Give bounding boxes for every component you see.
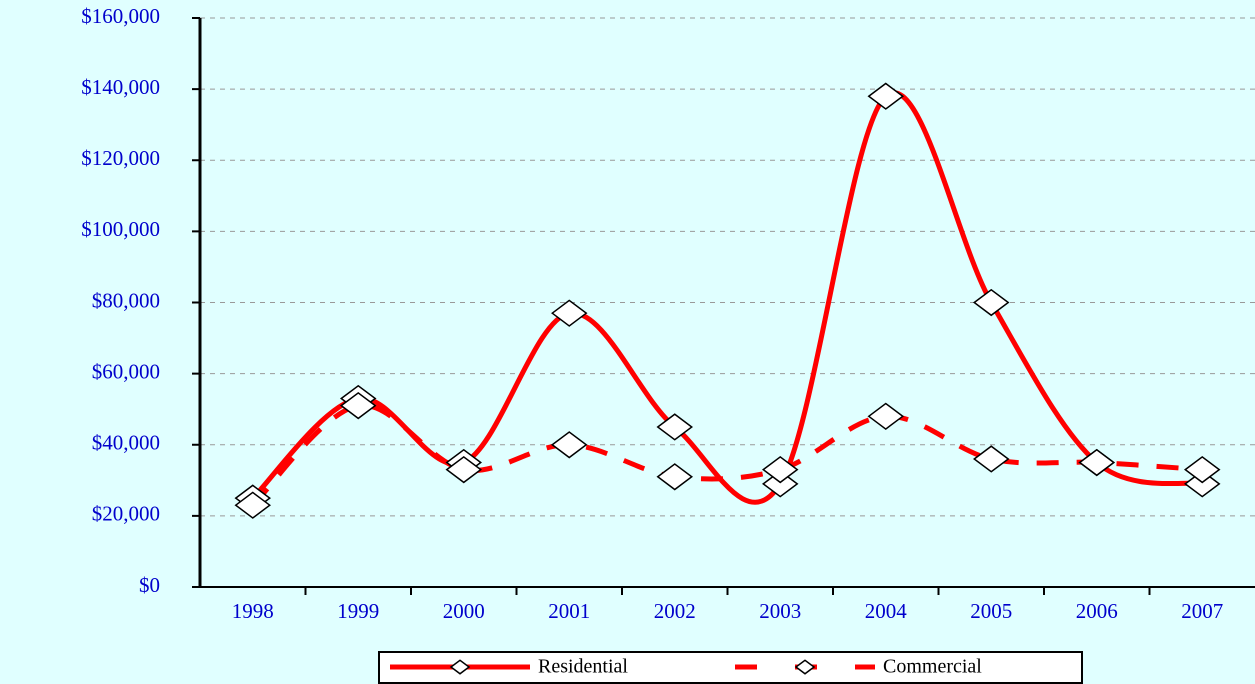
- legend-label: Commercial: [883, 656, 982, 678]
- x-tick-label: 2001: [548, 599, 590, 623]
- marker: [867, 402, 904, 430]
- marker: [234, 491, 271, 519]
- legend-label: Residential: [538, 656, 628, 678]
- y-tick-label: $120,000: [81, 146, 160, 170]
- x-tick-label: 2000: [443, 599, 485, 623]
- marker: [973, 288, 1010, 317]
- y-tick-label: $100,000: [81, 217, 160, 241]
- marker: [973, 445, 1010, 473]
- x-tick-label: 2007: [1181, 599, 1223, 623]
- marker: [340, 391, 377, 420]
- legend-marker: [794, 659, 816, 675]
- y-tick-label: $140,000: [81, 75, 160, 99]
- y-tick-label: $160,000: [81, 4, 160, 28]
- y-tick-label: $80,000: [92, 288, 160, 312]
- marker: [551, 431, 588, 459]
- y-tick-label: $0: [139, 573, 160, 597]
- marker: [762, 455, 799, 484]
- marker: [656, 413, 693, 441]
- marker: [1078, 448, 1115, 477]
- marker: [551, 299, 588, 327]
- series-line: [251, 403, 1203, 508]
- marker: [656, 463, 693, 491]
- y-tick-label: $60,000: [92, 359, 160, 383]
- y-tick-label: $40,000: [92, 431, 160, 455]
- x-tick-label: 2003: [759, 599, 801, 623]
- x-tick-label: 1999: [337, 599, 379, 623]
- x-tick-label: 2004: [865, 599, 908, 623]
- y-tick-label: $20,000: [92, 502, 160, 526]
- x-tick-label: 2006: [1076, 599, 1118, 623]
- series-line: [251, 90, 1203, 505]
- marker: [1184, 455, 1221, 484]
- marker: [867, 82, 904, 110]
- legend-marker: [449, 659, 471, 675]
- x-tick-label: 1998: [232, 599, 274, 623]
- legend: Residential Commercial: [378, 651, 1083, 684]
- x-tick-label: 2005: [970, 599, 1012, 623]
- x-tick-label: 2002: [654, 599, 696, 623]
- marker: [445, 455, 482, 484]
